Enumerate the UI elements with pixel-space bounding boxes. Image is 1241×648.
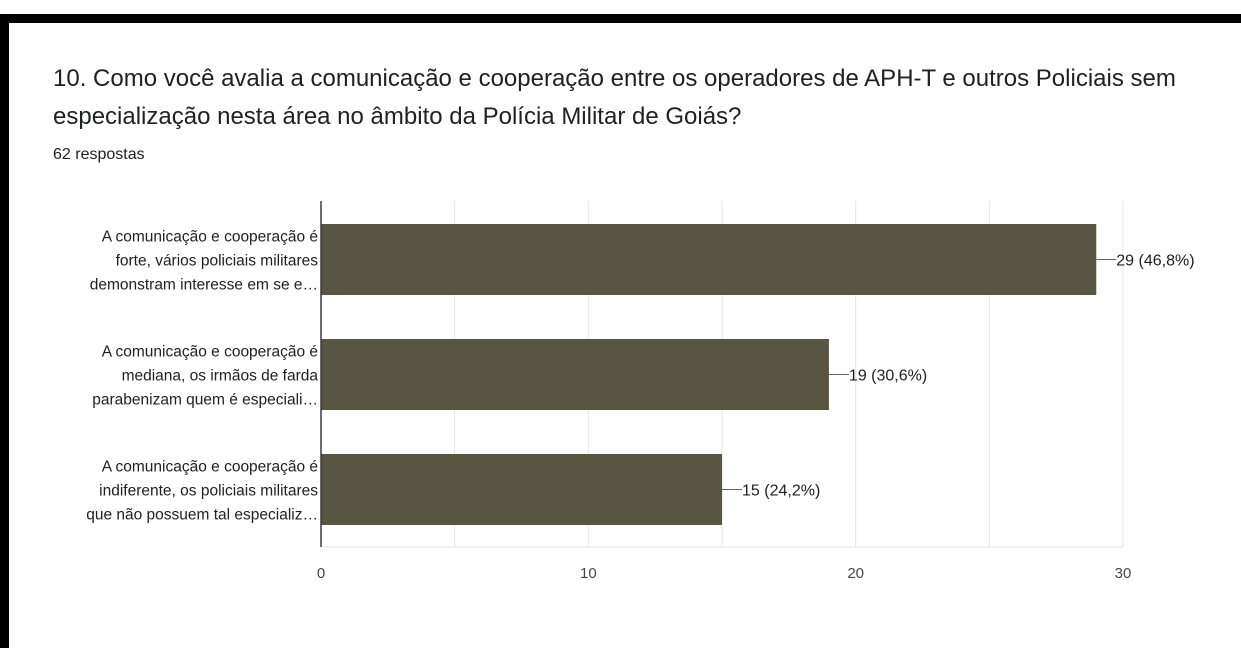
frame-top-border bbox=[0, 14, 1241, 23]
data-label: 19 (30,6%) bbox=[849, 368, 927, 385]
category-label: A comunicação e cooperação é mediana, os … bbox=[92, 344, 318, 409]
x-tick-label: 20 bbox=[847, 565, 864, 582]
chart-card bbox=[9, 23, 1241, 648]
x-tick-label: 30 bbox=[1115, 565, 1132, 582]
category-label-line: A comunicação e cooperação é bbox=[102, 229, 318, 246]
x-tick-label: 0 bbox=[317, 565, 325, 582]
frame-left-border bbox=[0, 14, 9, 648]
category-label-line: A comunicação e cooperação é bbox=[102, 344, 318, 361]
x-tick-label: 10 bbox=[580, 565, 597, 582]
category-label-line: que não possuem tal especializ… bbox=[86, 507, 318, 524]
bar bbox=[321, 454, 722, 525]
response-count: 62 respostas bbox=[53, 146, 145, 163]
bars bbox=[321, 224, 1097, 525]
category-label-line: indiferente, os policiais militares bbox=[99, 483, 318, 500]
category-label-line: demonstram interesse em se e… bbox=[90, 277, 318, 294]
category-label: A comunicação e cooperação é indiferente,… bbox=[86, 459, 318, 524]
data-label: 15 (24,2%) bbox=[742, 483, 820, 500]
axes: 0 10 20 30 bbox=[317, 201, 1132, 582]
labels: 29 (46,8%) A comunicação e cooperação é fo… bbox=[86, 229, 1194, 524]
bar bbox=[321, 339, 829, 410]
category-label-line: forte, vários policiais militares bbox=[116, 253, 319, 270]
category-label: A comunicação e cooperação é forte, vário… bbox=[90, 229, 319, 294]
question-title: 10. Como você avalia a comunicação e coo… bbox=[53, 65, 1176, 130]
category-label-line: mediana, os irmãos de farda bbox=[122, 368, 319, 385]
bar bbox=[321, 224, 1097, 295]
data-label: 29 (46,8%) bbox=[1116, 253, 1194, 270]
category-label-line: A comunicação e cooperação é bbox=[102, 459, 318, 476]
category-label-line: parabenizam quem é especiali… bbox=[92, 392, 318, 409]
